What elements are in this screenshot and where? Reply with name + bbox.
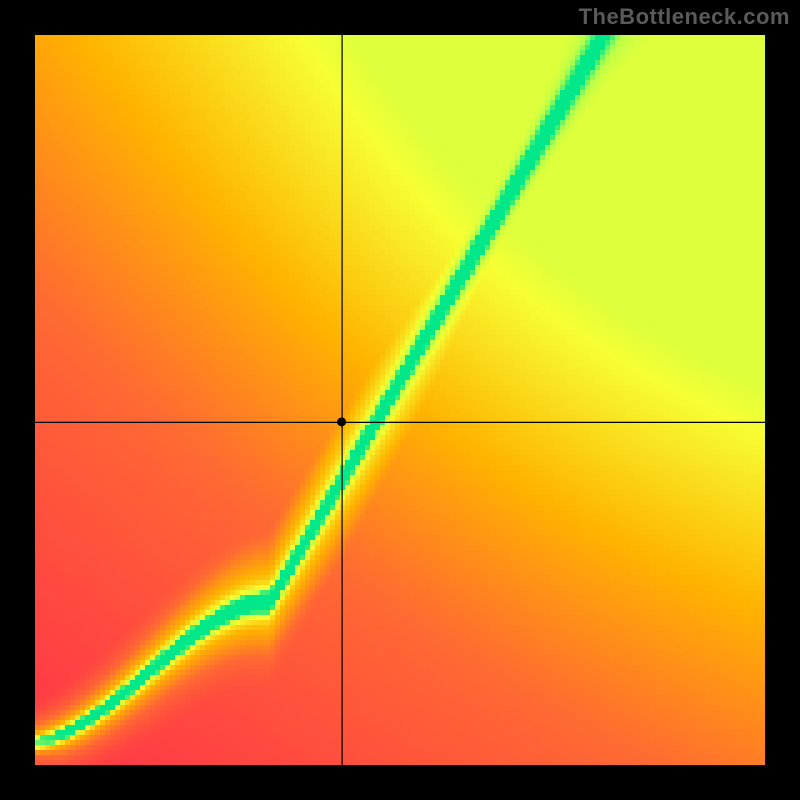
chart-frame: { "watermark": "TheBottleneck.com", "cha… [0,0,800,800]
watermark-text: TheBottleneck.com [579,4,790,30]
crosshair-overlay [35,35,765,765]
